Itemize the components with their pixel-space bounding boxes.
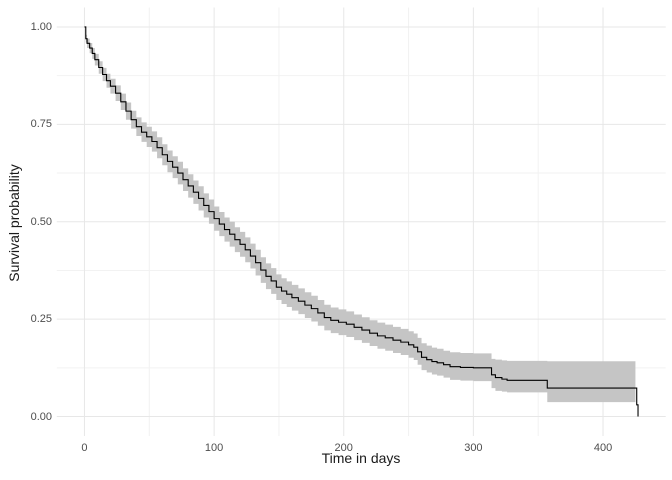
x-tick-label: 400: [593, 442, 613, 454]
y-tick-label: 0.50: [30, 215, 52, 228]
x-axis-title: Time in days: [321, 450, 401, 466]
y-tick-label: 1.00: [30, 20, 52, 33]
y-tick-label: 0.75: [30, 118, 52, 131]
y-tick-label: 0.00: [30, 410, 52, 423]
survival-curve: [84, 26, 639, 417]
x-tick-label: 200: [334, 442, 353, 454]
x-tick-label: 300: [464, 442, 483, 454]
x-tick-label: 0: [81, 442, 88, 454]
confidence-band: [84, 26, 636, 403]
y-tick-label: 0.25: [30, 313, 52, 326]
x-tick-label: 100: [204, 442, 224, 454]
y-axis-title: Survival probability: [6, 164, 22, 282]
